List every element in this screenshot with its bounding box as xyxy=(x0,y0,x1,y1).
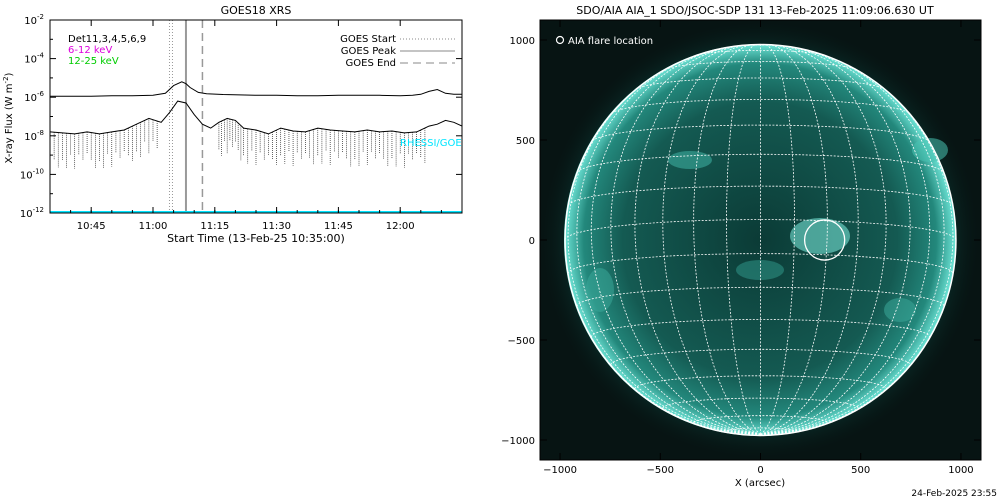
channel-label-det: Det11,3,4,5,6,9 xyxy=(68,34,146,45)
goes-plot-area xyxy=(50,20,462,213)
latitude-line xyxy=(611,99,910,114)
flare-location-marker xyxy=(803,219,846,261)
heliographic-grid xyxy=(564,43,957,437)
goes-legend: GOES Start GOES Peak GOES End xyxy=(340,34,455,69)
longitude-line xyxy=(760,45,887,435)
longitude-line xyxy=(590,47,761,435)
aia-x-tick-label: 1000 xyxy=(948,465,973,476)
legend-label-end: GOES End xyxy=(346,58,396,69)
aia-y-axis: −1000 −500 0 500 1000 xyxy=(501,36,981,447)
goes-y-tick-exp: -2 xyxy=(37,13,44,21)
aia-image-panel: SDO/AIA AIA_1 SDO/JSOC-SDP 131 13-Feb-20… xyxy=(501,4,982,489)
goes-y-tick-base: 10 xyxy=(24,93,37,104)
channel-label-12-25: 12-25 keV xyxy=(68,56,119,67)
latitude-line xyxy=(591,124,930,142)
goes-y-tick-base: 10 xyxy=(24,132,37,143)
goes-y-tick-label: 10-12 xyxy=(20,206,44,220)
goes-x-tick-label: 12:00 xyxy=(386,221,415,232)
longitude-line xyxy=(760,44,795,435)
channel-labels: Det11,3,4,5,6,9 6-12 keV 12-25 keV xyxy=(68,34,146,67)
legend-flare-symbol xyxy=(555,35,565,45)
goes-y-tick-exp: -12 xyxy=(33,206,44,214)
goes-x-tick-label: 11:45 xyxy=(324,221,353,232)
longitude-line xyxy=(760,44,859,435)
goes-y-tick-exp: -8 xyxy=(37,129,44,137)
aia-x-tick-label: −500 xyxy=(647,465,674,476)
aia-y-tick-label: 0 xyxy=(529,236,535,247)
aia-title: SDO/AIA AIA_1 SDO/JSOC-SDP 131 13-Feb-20… xyxy=(576,4,934,17)
goes-y-tick-label: 10-6 xyxy=(24,90,44,104)
aia-y-tick-label: 1000 xyxy=(510,36,535,47)
legend-flare-label: AIA flare location xyxy=(568,36,653,47)
goes-y-tick-exp: -10 xyxy=(33,167,44,175)
longitude-line xyxy=(634,45,761,435)
aia-y-tick-label: −1000 xyxy=(501,436,535,447)
lightcurves xyxy=(50,81,462,169)
aia-image-area: AIA flare location xyxy=(540,20,981,460)
goes-y-tick-exp: -6 xyxy=(37,90,45,98)
goes-y-tick-base: 10 xyxy=(24,55,37,66)
goes-y-tick-label: 10-8 xyxy=(24,129,44,143)
cyan-series-label: RHESSI/GOES-B xyxy=(400,138,478,149)
goes-series-0 xyxy=(50,81,462,97)
goes-y-tick-exp: -4 xyxy=(37,52,45,60)
solar-limb xyxy=(564,43,957,437)
goes-x-axis: 10:45 11:00 11:15 11:30 11:45 12:00 xyxy=(49,20,463,232)
aia-x-axis-label: X (arcsec) xyxy=(735,478,785,489)
goes-y-label-close: ) xyxy=(4,72,15,76)
longitude-line xyxy=(662,44,761,435)
goes-x-tick-label: 11:00 xyxy=(139,221,168,232)
longitude-line xyxy=(760,46,911,435)
latitude-line xyxy=(696,50,825,56)
goes-chart-title: GOES18 XRS xyxy=(221,4,292,17)
aia-y-tick-label: 500 xyxy=(516,136,535,147)
goes-x-tick-label: 11:30 xyxy=(262,221,291,232)
channel-label-6-12: 6-12 keV xyxy=(68,45,112,56)
goes-y-tick-base: 10 xyxy=(20,170,33,181)
longitude-line xyxy=(567,74,761,435)
goes-series-1 xyxy=(50,100,462,135)
goes-y-label-exp: -2 xyxy=(2,76,10,83)
goes-y-tick-label: 10-4 xyxy=(24,52,44,66)
longitude-line xyxy=(760,47,931,435)
longitude-line xyxy=(726,44,761,435)
longitude-line xyxy=(693,44,761,435)
longitude-line xyxy=(760,44,828,435)
goes-chart: GOES18 XRS RHESSI/GOES-B 10-1210-1010-81… xyxy=(2,4,478,245)
aia-x-tick-label: 0 xyxy=(757,465,763,476)
goes-x-axis-label: Start Time (13-Feb-25 10:35:00) xyxy=(167,232,345,245)
goes-y-axis-label: X-ray Flux (W m-2) xyxy=(2,72,15,163)
goes-y-tick-label: 10-2 xyxy=(24,13,44,27)
longitude-line xyxy=(760,52,945,435)
goes-y-label-text: X-ray Flux (W m xyxy=(4,83,15,163)
svg-text:X-ray Flux (W m-2): X-ray Flux (W m-2) xyxy=(2,72,15,163)
goes-x-tick-label: 10:45 xyxy=(77,221,106,232)
longitude-line xyxy=(610,46,761,435)
aia-x-tick-label: −1000 xyxy=(543,465,577,476)
goes-x-tick-label: 11:15 xyxy=(200,221,229,232)
solar-disk xyxy=(564,44,956,436)
legend-label-peak: GOES Peak xyxy=(341,46,396,57)
aia-y-tick-label: −500 xyxy=(508,336,535,347)
event-markers xyxy=(168,20,204,213)
longitude-line xyxy=(576,52,761,435)
footer-timestamp: 24-Feb-2025 23:55 xyxy=(911,489,997,499)
goes-y-tick-base: 10 xyxy=(20,209,33,220)
latitude-line xyxy=(567,185,954,206)
goes-y-tick-label: 10-10 xyxy=(20,167,44,181)
goes-y-tick-base: 10 xyxy=(24,16,37,27)
legend-label-start: GOES Start xyxy=(340,34,396,45)
aia-x-tick-label: 500 xyxy=(851,465,870,476)
aia-x-axis: −1000 −500 0 500 1000 xyxy=(543,20,974,476)
longitude-line xyxy=(760,74,954,435)
